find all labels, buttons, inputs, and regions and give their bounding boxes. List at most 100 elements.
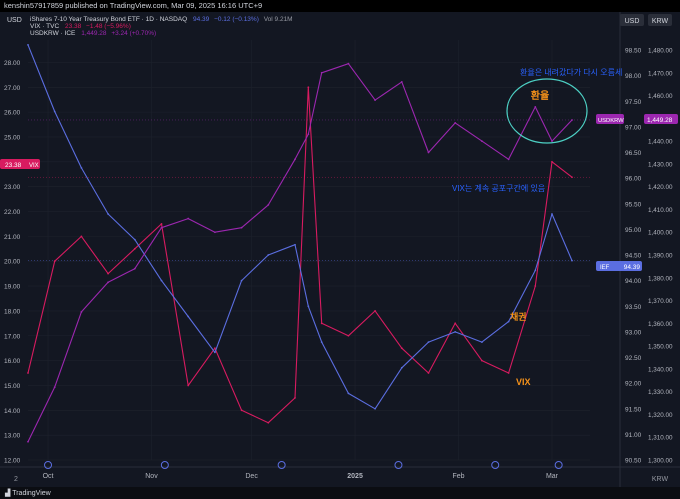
legend-ief-name: iShares 7-10 Year Treasury Bond ETF · 1D…	[30, 16, 187, 23]
data-point	[571, 119, 573, 121]
data-point	[571, 259, 573, 262]
right-tick-label: 1,480.00	[648, 48, 673, 55]
series-line-ief[interactable]	[27, 44, 573, 410]
right-axis-currency-2[interactable]: KRW	[652, 18, 669, 25]
left-tick-label: 17.00	[4, 333, 21, 340]
x-tick-label: 2025	[347, 473, 363, 480]
right-tick-label: 1,470.00	[648, 70, 673, 77]
left-tick-label: 21.00	[4, 234, 21, 241]
vix-price-tag: 23.38 VIX	[0, 159, 40, 169]
ief-tag-value: 94.39	[624, 264, 641, 271]
legend-usdkrw[interactable]: USDKRW · ICE 1,449.28 +3.24 (+0.70%)	[30, 30, 156, 37]
event-marker-icon[interactable]	[277, 461, 286, 469]
data-point	[213, 347, 216, 350]
publisher-bar: kenshin57917859 published on TradingView…	[0, 0, 680, 12]
mid-tick-label: 94.00	[625, 278, 642, 285]
left-tick-label: 12.00	[4, 458, 21, 465]
right-tick-label: 1,460.00	[648, 93, 673, 100]
data-point	[53, 260, 56, 263]
tradingview-logo[interactable]: ▟ TradingView	[5, 489, 51, 497]
right-tick-label: 1,430.00	[648, 161, 673, 168]
mid-tick-label: 93.50	[625, 304, 642, 311]
left-tick-label: 25.00	[4, 134, 21, 141]
event-marker-icon[interactable]	[554, 461, 563, 469]
tradingview-brand: TradingView	[12, 490, 51, 497]
right-axis-currency-1[interactable]: USD	[625, 18, 640, 25]
mid-tick-label: 92.50	[625, 355, 642, 362]
data-point	[454, 330, 457, 333]
mid-axis-ticks: 98.50 98.00 97.50 97.00 96.50 96.00 95.50 95.00…	[625, 48, 642, 465]
event-marker-icon[interactable]	[491, 461, 500, 469]
data-point	[160, 226, 163, 229]
mid-tick-label: 93.00	[625, 329, 642, 336]
data-point	[240, 226, 243, 229]
data-point	[374, 99, 376, 102]
data-point	[320, 322, 323, 325]
data-point	[507, 320, 510, 323]
data-point	[187, 384, 190, 387]
data-point	[133, 238, 136, 241]
data-point	[454, 121, 457, 124]
data-point	[187, 217, 190, 220]
series-layer	[27, 43, 573, 443]
mid-tick-label: 98.50	[625, 48, 642, 55]
data-point	[454, 322, 457, 325]
krw-note: 환율은 내려갔다가 다시 오름세	[520, 67, 622, 77]
legend-ief-vol: Vol 9.21M	[264, 16, 293, 23]
data-point	[551, 160, 553, 163]
right-axis-currency-1-box	[620, 14, 644, 26]
left-tick-label: 16.00	[4, 358, 21, 365]
vix-tag-label: VIX	[29, 163, 39, 169]
data-point	[320, 71, 323, 74]
left-tick-label: 14.00	[4, 408, 21, 415]
mid-tick-label: 92.00	[625, 381, 642, 388]
right-tick-label: 1,360.00	[648, 321, 673, 328]
event-marker-icon[interactable]	[44, 461, 53, 469]
legend-ief[interactable]: iShares 7-10 Year Treasury Bond ETF · 1D…	[30, 16, 293, 23]
data-point	[571, 176, 573, 179]
chart-svg[interactable]: USD USD KRW iShares 7-10 Year Treasury B…	[0, 12, 680, 487]
data-point	[347, 62, 350, 65]
x-tick-label: Nov	[145, 473, 158, 480]
vix-tag-value: 23.38	[5, 162, 22, 169]
right-axis-ticks: 1,480.001,470.001,460.001,450.001,440.00…	[648, 48, 673, 465]
mid-tick-label: 98.00	[625, 73, 642, 80]
right-tick-label: 1,400.00	[648, 230, 673, 237]
mid-tick-label: 96.50	[625, 150, 642, 157]
data-point	[53, 110, 56, 113]
usdkrw-tag-label-box	[596, 114, 624, 124]
data-point	[347, 392, 350, 395]
right-tick-label: 1,320.00	[648, 412, 673, 419]
data-point	[374, 310, 376, 312]
data-point	[27, 372, 29, 374]
mid-tick-label: 91.00	[625, 432, 642, 439]
data-point	[427, 341, 430, 344]
data-point	[427, 151, 430, 154]
series-line-usdkrw[interactable]	[27, 63, 573, 443]
event-marker-icon[interactable]	[160, 461, 169, 469]
right-tick-label: 1,310.00	[648, 435, 673, 442]
right-tick-label: 1,390.00	[648, 253, 673, 260]
legend-usdkrw-change: +3.24 (+0.70%)	[111, 30, 156, 37]
event-marker-icon[interactable]	[394, 461, 403, 469]
data-point	[294, 158, 296, 161]
mid-tick-label: 95.50	[625, 201, 642, 208]
chart-area[interactable]: USD USD KRW iShares 7-10 Year Treasury B…	[0, 12, 680, 487]
ief-tag-box	[596, 261, 642, 271]
mid-tick-label: 95.00	[625, 227, 642, 234]
legend-vix-name: VIX · TVC	[30, 23, 59, 30]
usdkrw-tag-value: 1,449.28	[647, 117, 673, 124]
series-line-vix[interactable]	[27, 86, 573, 424]
krw-highlight-circle	[506, 78, 588, 144]
publisher-text: kenshin57917859 published on TradingView…	[4, 1, 263, 10]
data-point	[534, 269, 537, 272]
data-point	[480, 359, 483, 362]
data-point	[133, 267, 136, 270]
ief-price-tag: IEF 94.39	[596, 261, 642, 271]
legend-ief-change: −0.12 (−0.13%)	[214, 16, 259, 23]
left-corner-label: 2	[14, 476, 18, 483]
legend-vix[interactable]: VIX · TVC 23.38 −1.48 (−5.96%)	[30, 23, 131, 30]
event-markers[interactable]	[44, 461, 563, 469]
vix-tag-box	[0, 159, 40, 169]
data-point	[160, 279, 163, 282]
